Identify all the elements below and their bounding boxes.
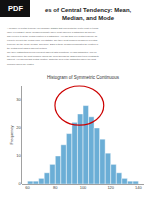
svg-text:the region where the most comm: the region where the most common values … [7, 55, 100, 57]
svg-text:refers to refers to the centra: refers to refers to the central value of… [7, 39, 98, 41]
svg-text:10: 10 [16, 153, 21, 158]
svg-text:also referred to as the centra: also referred to as the central location… [7, 35, 98, 37]
svg-text:PDF: PDF [8, 4, 23, 13]
svg-text:es of Central Tendency: Mean,: es of Central Tendency: Mean, [45, 7, 132, 13]
svg-text:60: 60 [25, 185, 30, 190]
svg-text:20: 20 [16, 125, 21, 130]
svg-text:Histogram of Symmetric Continu: Histogram of Symmetric Continuous [47, 75, 120, 80]
svg-text:the central point using a diff: the central point using a different meth… [7, 47, 48, 49]
svg-text:common values are located.: common values are located. [7, 63, 35, 65]
svg-text:Median, and Mode: Median, and Mode [62, 15, 115, 21]
svg-text:different, you can find that c: different, you can find that central loc… [7, 58, 96, 61]
svg-text:0: 0 [18, 181, 21, 186]
svg-text:A measure of central tendency: A measure of central tendency is a summa… [7, 27, 99, 29]
svg-text:The three distributions below: The three distributions below represent … [7, 51, 97, 54]
svg-text:30: 30 [16, 97, 21, 102]
svg-text:100: 100 [80, 185, 87, 190]
svg-text:value of a dataset. These meas: value of a dataset. These measures indic… [7, 31, 96, 33]
svg-text:140: 140 [135, 185, 142, 190]
svg-text:tendency are the mean, median,: tendency are the mean, median, and mode.… [7, 43, 98, 46]
svg-text:Frequency: Frequency [9, 126, 14, 145]
svg-text:80: 80 [53, 185, 58, 190]
svg-text:120: 120 [107, 185, 114, 190]
